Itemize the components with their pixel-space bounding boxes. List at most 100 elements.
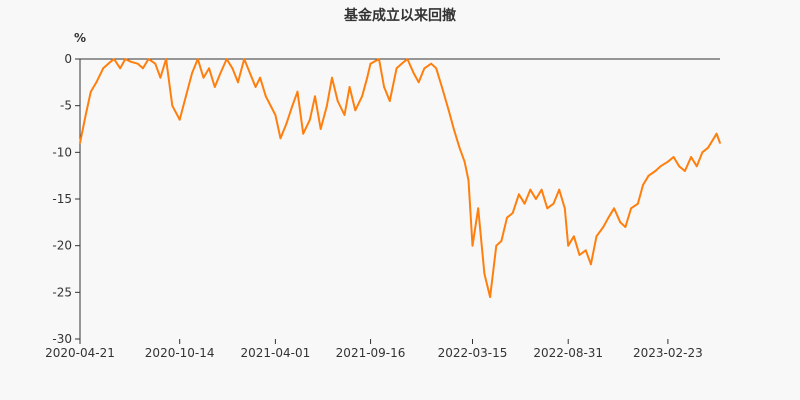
data-point: [477, 207, 480, 210]
y-tick-label: -25: [52, 285, 72, 299]
data-point: [563, 207, 566, 210]
data-point: [654, 170, 657, 172]
data-point: [447, 109, 450, 112]
point-marks: [79, 58, 721, 298]
x-tick-label: 2022-03-15: [438, 346, 508, 360]
x-ticks: 2020-04-21 2020-10-14 2021-04-01 2021-09-16…: [45, 339, 703, 360]
data-point: [219, 72, 222, 74]
data-point: [107, 62, 110, 65]
data-point: [500, 240, 503, 242]
x-tick-label: 2020-04-21: [45, 346, 115, 360]
x-tick-label: 2021-09-16: [336, 346, 406, 360]
data-point: [684, 170, 686, 172]
data-point: [213, 86, 216, 88]
data-point: [430, 62, 433, 65]
data-point: [296, 90, 299, 93]
data-point: [423, 67, 426, 70]
data-point: [483, 272, 486, 275]
data-point: [291, 104, 294, 107]
data-point: [452, 128, 455, 130]
data-point: [678, 165, 681, 168]
data-point: [249, 72, 251, 74]
data-point: [119, 67, 122, 70]
data-point: [471, 244, 474, 247]
data-point: [178, 118, 181, 121]
data-point: [314, 95, 316, 98]
data-point: [630, 207, 632, 210]
data-point: [552, 202, 555, 205]
data-point: [529, 188, 532, 191]
y-tick-label: -5: [60, 99, 72, 113]
data-point: [546, 207, 549, 210]
data-point: [130, 60, 132, 63]
data-point: [672, 156, 675, 158]
data-point: [208, 67, 211, 70]
data-point: [412, 72, 415, 74]
data-point: [136, 62, 139, 65]
data-point: [435, 67, 438, 70]
data-point: [595, 235, 598, 238]
data-point: [285, 123, 288, 126]
data-point: [231, 67, 234, 70]
y-tick-label: 0: [64, 52, 72, 66]
data-point: [701, 151, 704, 154]
data-point: [441, 86, 443, 88]
data-point: [489, 296, 491, 298]
data-point: [715, 132, 718, 135]
data-point: [254, 86, 257, 88]
data-point: [196, 58, 199, 60]
data-point: [613, 207, 615, 210]
data-point: [79, 142, 81, 144]
data-point: [326, 104, 328, 107]
data-point: [102, 67, 105, 70]
data-point: [354, 109, 357, 112]
data-point: [279, 137, 282, 140]
data-point: [584, 249, 587, 252]
data-point: [225, 58, 228, 60]
data-point: [369, 62, 372, 65]
data-point: [463, 160, 466, 163]
data-point: [348, 86, 351, 88]
data-point: [602, 226, 605, 228]
data-point: [637, 202, 639, 205]
data-point: [540, 188, 543, 191]
data-point: [400, 62, 403, 65]
y-tick-label: -15: [52, 192, 72, 206]
data-point: [361, 95, 363, 98]
data-point: [647, 174, 650, 177]
data-point: [274, 114, 277, 116]
data-point: [264, 95, 267, 98]
data-point: [624, 226, 627, 228]
data-point: [567, 244, 570, 247]
data-point: [607, 216, 610, 219]
data-point: [511, 212, 514, 214]
data-point: [202, 76, 205, 79]
data-point: [690, 156, 692, 158]
data-point: [573, 235, 575, 238]
data-point: [154, 62, 157, 65]
data-point: [518, 193, 520, 196]
y-tick-label: -20: [52, 239, 72, 253]
data-point: [124, 58, 127, 60]
data-point: [84, 114, 87, 116]
data-point: [642, 184, 644, 186]
data-point: [707, 146, 709, 149]
data-point: [95, 81, 98, 84]
data-point: [506, 216, 508, 219]
data-point: [535, 198, 537, 200]
y-tick-label: -10: [52, 145, 72, 159]
chart-title: 基金成立以来回撤: [344, 7, 456, 24]
data-point: [89, 90, 92, 93]
data-point: [578, 254, 581, 256]
data-point: [719, 142, 721, 144]
data-point: [331, 76, 333, 79]
data-point: [302, 132, 305, 135]
y-axis-unit: %: [74, 31, 86, 45]
data-point: [388, 100, 391, 102]
data-point: [712, 137, 715, 140]
data-point: [165, 58, 168, 60]
data-point: [336, 100, 339, 102]
data-point: [191, 72, 194, 74]
data-point: [343, 114, 346, 116]
